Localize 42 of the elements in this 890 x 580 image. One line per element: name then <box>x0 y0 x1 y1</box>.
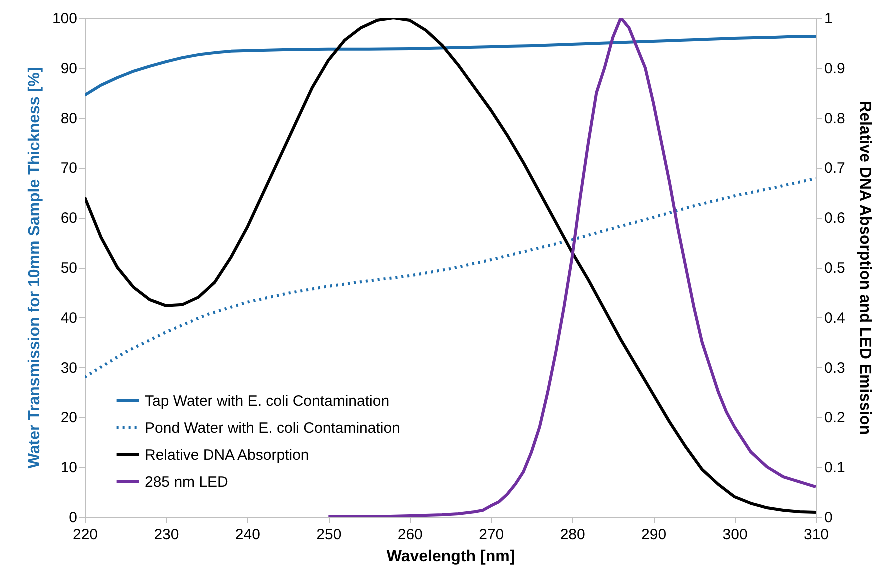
x-tick-label: 250 <box>316 526 342 544</box>
y2-tick-label: 0.3 <box>824 360 846 377</box>
y2-tick-label: 0.7 <box>824 160 846 178</box>
x-tick-label: 290 <box>642 526 667 544</box>
y-tick-label: 80 <box>60 110 78 128</box>
y-tick-label: 10 <box>60 460 78 477</box>
y-tick-label: 90 <box>60 60 78 78</box>
y2-axis-title: Relative DNA Absorption and LED Emission <box>856 101 874 435</box>
y2-tick-label: 0.5 <box>824 260 846 277</box>
x-tick-label: 300 <box>722 526 748 544</box>
y2-tick-label: 0.4 <box>824 310 846 327</box>
y2-tick-label: 0.9 <box>824 60 846 78</box>
y2-tick-label: 0.2 <box>824 410 846 427</box>
line-series <box>85 18 816 514</box>
y-tick-label: 50 <box>60 260 78 277</box>
legend-label: Relative DNA Absorption <box>145 447 310 464</box>
x-axis-title: Wavelength [nm] <box>386 548 516 566</box>
x-tick-label: 270 <box>479 526 504 544</box>
legend-label: Pond Water with E. coli Contamination <box>145 420 400 437</box>
y2-tick-label: 0.8 <box>824 110 846 128</box>
y2-tick-label: 0 <box>824 510 833 526</box>
x-tick-label: 230 <box>154 526 180 544</box>
legend-label: 285 nm LED <box>145 474 229 491</box>
legend-label: Tap Water with E. coli Contamination <box>145 393 390 410</box>
y-axis-title: Water Transmission for 10mm Sample Thickness [%] <box>26 67 44 469</box>
y-tick-label: 40 <box>60 310 78 327</box>
y-tick-label: 70 <box>60 160 78 178</box>
y2-tick-label: 0.6 <box>824 210 846 228</box>
x-tick-label: 260 <box>398 526 423 544</box>
x-tick-label: 280 <box>560 526 586 544</box>
x-tick-label: 240 <box>235 526 260 544</box>
x-tick-label: 310 <box>804 526 830 544</box>
x-tick-label: 220 <box>72 526 98 544</box>
y2-tick-label: 1 <box>824 10 833 28</box>
line-series <box>85 177 816 379</box>
y-tick-label: 30 <box>60 360 78 377</box>
y-tick-label: 20 <box>60 410 78 427</box>
y-tick-label: 100 <box>52 10 78 28</box>
line-series <box>85 34 816 97</box>
y-tick-label: 60 <box>60 210 78 228</box>
y-tick-label: 0 <box>69 510 78 526</box>
y2-tick-label: 0.1 <box>824 460 846 477</box>
